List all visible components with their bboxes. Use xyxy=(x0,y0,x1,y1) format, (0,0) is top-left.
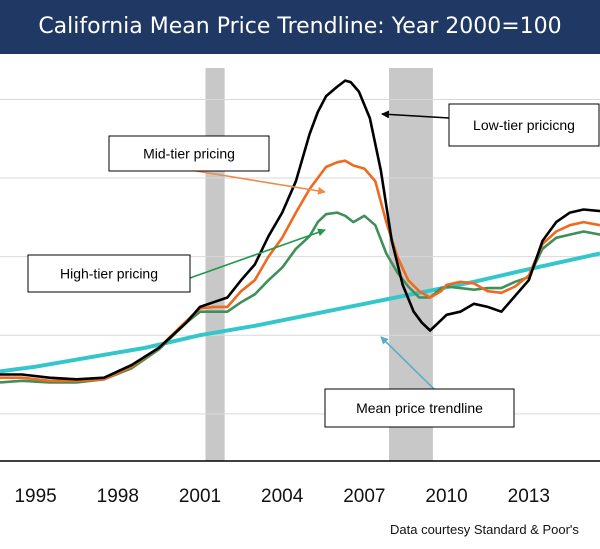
annotation-arrow-4 xyxy=(380,336,435,390)
x-tick-label: 2007 xyxy=(343,486,385,507)
series-group xyxy=(0,79,600,384)
line-chart: 1995 1998 2001 2004 2007 2010 2013 Low-tier pr… xyxy=(0,68,600,507)
annotation-box-2 xyxy=(108,135,270,172)
annotation-box-4 xyxy=(324,388,515,428)
annotation-label-3: High-tier pricing xyxy=(60,266,158,282)
series-line-1 xyxy=(0,79,600,381)
annotation-arrow-3 xyxy=(189,228,326,279)
annotation-label-4: Mean price trendline xyxy=(356,400,483,416)
x-tick-label: 2013 xyxy=(508,486,550,507)
chart-title: California Mean Price Trendline: Year 20… xyxy=(0,0,600,54)
x-tick-labels: 1995 1998 2001 2004 2007 2010 2013 xyxy=(14,486,549,507)
x-axis: 1995 1998 2001 2004 2007 2010 2013 xyxy=(0,460,600,507)
x-tick-label: 2010 xyxy=(425,486,467,507)
x-tick-label: 2001 xyxy=(179,486,221,507)
annotation-box-3 xyxy=(27,254,191,293)
annotation-labels: Low-tier pricicng Mid-tier pricing High-ti… xyxy=(27,103,600,428)
annotation-label-2: Mid-tier pricing xyxy=(143,146,235,162)
shaded-period-1 xyxy=(205,68,225,461)
x-tick-label: 2004 xyxy=(261,486,304,507)
series-line-4 xyxy=(0,251,600,374)
annotation-arrow-2 xyxy=(189,169,326,195)
annotation-arrow-1 xyxy=(381,110,450,119)
x-tick-label: 1995 xyxy=(14,486,56,507)
annotation-label-1: Low-tier pricicng xyxy=(473,117,575,133)
annotation-arrows xyxy=(189,110,450,390)
data-credit: Data courtesy Standard & Poor's xyxy=(390,522,579,537)
x-tick-label: 1998 xyxy=(97,486,139,507)
annotation-box-1 xyxy=(448,103,600,147)
